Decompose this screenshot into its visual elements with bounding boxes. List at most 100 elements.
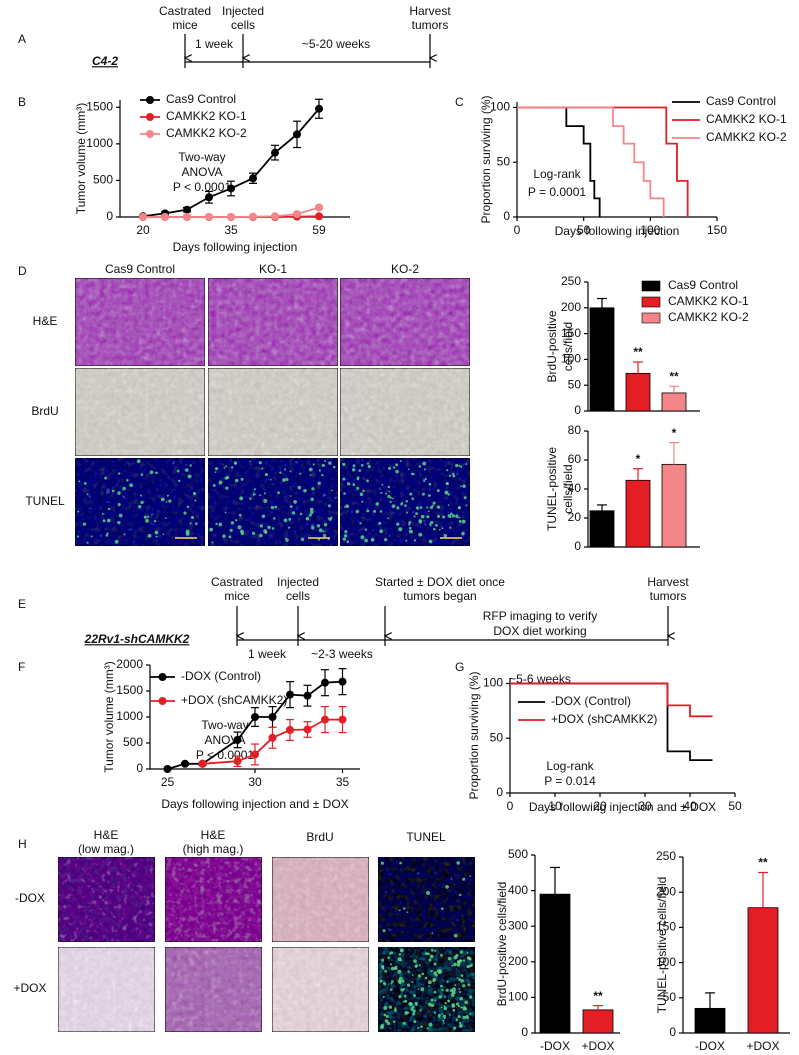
annotation: ANOVA xyxy=(181,165,222,179)
micrograph-speckle xyxy=(195,522,198,526)
data-point xyxy=(205,193,213,202)
y-axis-title: Tumor volume (mm³) xyxy=(102,661,116,773)
micrograph-speckle xyxy=(464,1000,469,1005)
x-tick-label: 35 xyxy=(224,223,238,237)
micrograph-speckle xyxy=(402,907,406,910)
micrograph-speckle xyxy=(445,481,449,486)
micrograph-speckle xyxy=(285,538,289,542)
micrograph-speckle xyxy=(398,995,402,999)
interval-label: ~5-20 weeks xyxy=(302,37,370,51)
y-axis-title: Proportion surviving (%) xyxy=(467,671,481,799)
micrograph-speckle xyxy=(117,520,121,525)
micrograph-speckle xyxy=(346,482,351,486)
micrograph-speckle xyxy=(291,511,296,515)
micrograph xyxy=(271,946,370,1033)
micrograph-speckle xyxy=(406,911,409,914)
significance: * xyxy=(672,426,677,440)
micrograph-speckle xyxy=(436,505,441,509)
micrograph-speckle xyxy=(458,978,462,982)
micrograph-speckle xyxy=(322,530,325,533)
micrograph xyxy=(207,457,339,547)
micrograph-speckle xyxy=(447,956,452,961)
micrograph-speckle xyxy=(421,972,425,976)
micrograph-speckle xyxy=(458,519,462,523)
micrograph-speckle xyxy=(342,477,346,481)
x-tick-label: 0 xyxy=(507,799,514,813)
interval-label: 1 week xyxy=(195,37,234,51)
micrograph-speckle xyxy=(417,974,422,978)
event-label: cells xyxy=(231,18,255,32)
micrograph-speckle xyxy=(136,459,141,464)
micrograph-speckle xyxy=(440,984,443,988)
micrograph-speckle xyxy=(447,504,450,506)
model-name: 22Rv1-shCAMKK2 xyxy=(84,632,190,646)
micrograph xyxy=(57,856,156,943)
micrograph-speckle xyxy=(327,538,330,541)
micrograph-speckle xyxy=(259,524,264,528)
micrograph-speckle xyxy=(270,505,275,510)
micrograph-speckle xyxy=(443,1022,445,1024)
data-point xyxy=(321,715,329,724)
micrograph-speckle xyxy=(419,1009,422,1012)
micrograph-speckle xyxy=(360,463,364,467)
micrograph-speckle xyxy=(460,465,463,468)
micrograph-speckle xyxy=(259,494,262,497)
micrograph-speckle xyxy=(441,907,444,910)
micrograph-speckle xyxy=(234,478,239,483)
y-tick-label: 2000 xyxy=(116,657,143,671)
micrograph-speckle xyxy=(458,988,461,991)
micrograph-speckle xyxy=(214,467,219,471)
micrograph-speckle xyxy=(102,519,106,523)
micrograph-speckle xyxy=(114,539,119,544)
micrograph-speckle xyxy=(162,533,165,536)
data-point xyxy=(233,735,242,744)
micrograph-speckle xyxy=(111,489,115,493)
timeline-note: DOX diet working xyxy=(493,624,586,638)
micrograph-speckle xyxy=(436,969,439,972)
micrograph-speckle xyxy=(153,520,157,523)
x-axis-title: Days following injection and ± DOX xyxy=(161,797,348,811)
bar xyxy=(589,510,615,548)
data-point xyxy=(227,213,235,221)
micrograph-speckle xyxy=(438,995,442,999)
micrograph-speckle xyxy=(454,984,457,987)
micrograph-speckle xyxy=(449,989,453,993)
micrograph-speckle xyxy=(459,990,462,993)
micrograph-speckle xyxy=(83,481,87,485)
micrograph-speckle xyxy=(343,534,348,538)
micrograph-speckle xyxy=(342,537,347,541)
micrograph-speckle xyxy=(411,472,414,476)
micrograph-speckle xyxy=(430,998,434,1002)
micrograph-speckle xyxy=(209,527,214,532)
micrograph-speckle xyxy=(385,1014,389,1019)
data-point xyxy=(293,130,301,139)
micrograph-speckle xyxy=(434,999,436,1002)
micrograph-speckle xyxy=(452,1009,455,1012)
y-tick-label: 1500 xyxy=(116,683,143,697)
x-tick-label: 20 xyxy=(136,223,150,237)
data-point xyxy=(315,203,323,212)
micrograph-speckle xyxy=(382,996,385,999)
micrograph-speckle xyxy=(258,461,262,465)
micrograph-speckle xyxy=(430,520,434,525)
micrograph-speckle xyxy=(189,464,192,467)
y-tick-label: 0 xyxy=(574,403,581,417)
micrograph-speckle xyxy=(117,491,121,495)
micrograph-speckle xyxy=(379,529,384,534)
micrograph-speckle xyxy=(428,958,432,962)
micrograph-speckle xyxy=(381,958,385,962)
micrograph-speckle xyxy=(380,1025,384,1030)
micrograph-speckle xyxy=(283,518,288,523)
data-point xyxy=(183,213,191,221)
micrograph-speckle xyxy=(215,522,218,526)
legend-marker xyxy=(158,673,167,681)
micrograph-speckle xyxy=(299,472,302,475)
micrograph-speckle xyxy=(391,504,396,509)
micrograph-speckle xyxy=(413,959,417,963)
micrograph-speckle xyxy=(427,510,430,512)
micrograph-speckle xyxy=(434,949,437,952)
bar xyxy=(661,392,687,412)
legend-marker xyxy=(146,113,154,121)
micrograph-speckle xyxy=(441,527,444,530)
